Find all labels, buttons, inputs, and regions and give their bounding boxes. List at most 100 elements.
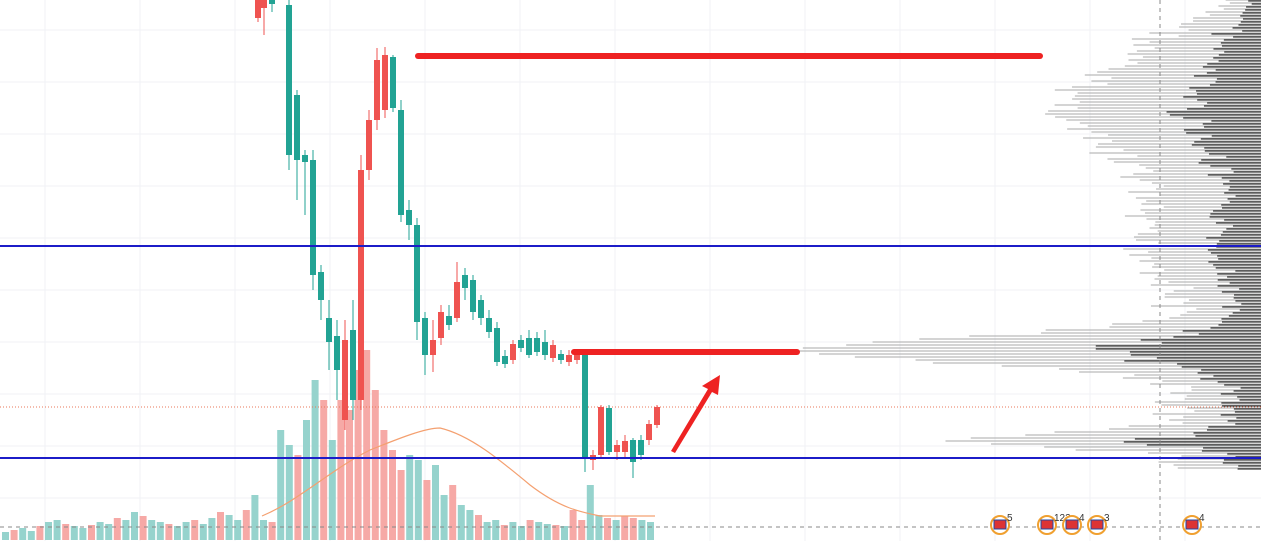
volume-bar bbox=[328, 440, 336, 540]
event-badge[interactable]: 5 bbox=[990, 513, 1013, 535]
candle-body bbox=[638, 440, 644, 455]
volume-bar bbox=[277, 430, 285, 540]
candle-body bbox=[310, 160, 316, 275]
candle-body bbox=[261, 0, 267, 8]
candle-body bbox=[398, 110, 404, 215]
volume-profile bbox=[777, 0, 1261, 470]
candle-body bbox=[269, 0, 275, 4]
volume-bar bbox=[96, 522, 104, 540]
candle-body bbox=[622, 441, 628, 452]
volume-bar bbox=[604, 518, 611, 540]
volume-bar bbox=[174, 526, 181, 540]
volume-bar bbox=[586, 485, 594, 540]
volume-bar bbox=[131, 512, 138, 540]
volume-bar bbox=[62, 524, 70, 540]
volume-bar bbox=[492, 520, 500, 540]
event-badge[interactable]: 122 bbox=[1037, 513, 1071, 535]
candle-body bbox=[390, 57, 396, 108]
candle-body bbox=[502, 356, 508, 364]
volume-bars bbox=[2, 350, 654, 540]
candle-body bbox=[406, 210, 412, 225]
volume-bar bbox=[320, 400, 328, 540]
volume-bar bbox=[182, 522, 190, 540]
candle-body bbox=[350, 330, 356, 400]
volume-bar bbox=[509, 522, 517, 540]
candle-body bbox=[334, 336, 340, 370]
badge-flag bbox=[993, 519, 1007, 530]
volume-bar bbox=[647, 522, 654, 540]
volume-bar bbox=[88, 525, 95, 540]
volume-bar bbox=[414, 460, 422, 540]
candle-body bbox=[598, 407, 604, 455]
arrow bbox=[671, 375, 720, 453]
volume-bar bbox=[380, 430, 388, 540]
volume-bar bbox=[53, 520, 61, 540]
volume-bar bbox=[2, 532, 9, 540]
candle-body bbox=[486, 318, 492, 332]
volume-bar bbox=[423, 480, 431, 540]
candles bbox=[255, 0, 660, 478]
volume-bar bbox=[406, 455, 414, 540]
candle-body bbox=[286, 5, 292, 155]
candle-body bbox=[606, 408, 612, 452]
volume-bar bbox=[294, 455, 302, 540]
volume-bar bbox=[234, 520, 242, 540]
candle-body bbox=[646, 424, 652, 440]
volume-bar bbox=[561, 526, 568, 540]
volume-bar bbox=[260, 520, 267, 540]
volume-bar bbox=[10, 530, 18, 540]
candle-body bbox=[526, 338, 532, 355]
volume-bar bbox=[475, 515, 482, 540]
candle-body bbox=[574, 355, 580, 360]
candle-body bbox=[454, 282, 460, 318]
volume-bar bbox=[242, 510, 250, 540]
badge-label: 5 bbox=[1007, 513, 1013, 524]
volume-bar bbox=[70, 526, 78, 540]
badge-flag bbox=[1185, 519, 1199, 530]
volume-bar bbox=[483, 522, 491, 540]
volume-bar bbox=[371, 390, 379, 540]
badge-label: 4 bbox=[1079, 513, 1085, 524]
volume-bar bbox=[199, 524, 207, 540]
volume-bar bbox=[535, 522, 543, 540]
volume-bar bbox=[578, 520, 586, 540]
candle-body bbox=[366, 120, 372, 170]
volume-bar bbox=[354, 370, 362, 540]
event-badge[interactable]: 4 bbox=[1062, 513, 1085, 535]
event-badge[interactable]: 4 bbox=[1182, 513, 1205, 535]
candle-body bbox=[414, 225, 420, 322]
volume-bar bbox=[552, 525, 560, 540]
candle-body bbox=[542, 342, 548, 355]
volume-bar bbox=[543, 524, 551, 540]
event-badges: 5 122 4 3 4 bbox=[990, 513, 1205, 535]
volume-bar bbox=[526, 520, 534, 540]
volume-bar bbox=[156, 522, 164, 540]
volume-bar bbox=[337, 400, 345, 540]
volume-bar bbox=[500, 525, 508, 540]
candle-body bbox=[294, 95, 300, 160]
volume-bar bbox=[346, 410, 353, 540]
volume-bar bbox=[79, 528, 87, 540]
candle-body bbox=[470, 280, 476, 312]
event-badge[interactable]: 3 bbox=[1087, 513, 1110, 535]
volume-bar bbox=[440, 495, 448, 540]
volume-bar bbox=[225, 515, 233, 540]
volume-bar bbox=[466, 510, 474, 540]
volume-bar bbox=[397, 470, 405, 540]
candle-body bbox=[422, 318, 428, 355]
volume-bar bbox=[303, 420, 310, 540]
badge-flag bbox=[1065, 519, 1079, 530]
volume-bar bbox=[251, 495, 259, 540]
volume-bar bbox=[389, 450, 396, 540]
volume-bar bbox=[612, 520, 620, 540]
volume-bar bbox=[45, 522, 52, 540]
volume-bar bbox=[139, 516, 147, 540]
candle-body bbox=[494, 328, 500, 362]
volume-bar bbox=[518, 526, 525, 540]
candle-body bbox=[518, 340, 524, 348]
candle-body bbox=[255, 0, 261, 18]
volume-bar bbox=[208, 518, 216, 540]
volume-bar bbox=[638, 520, 646, 540]
volume-ma bbox=[261, 427, 655, 517]
